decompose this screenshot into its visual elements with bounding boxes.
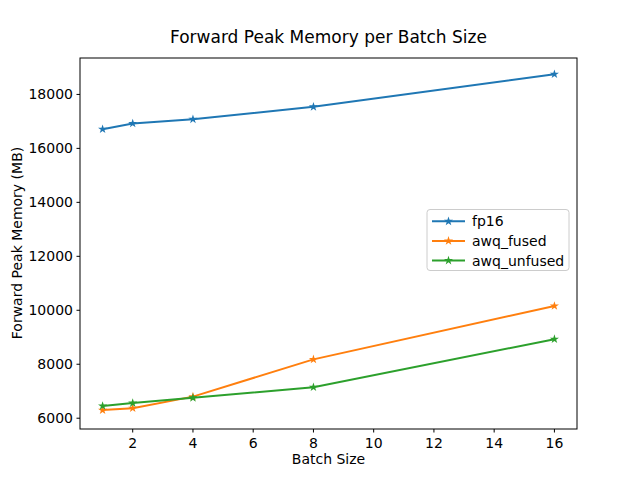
y-tick-label: 8000 xyxy=(37,356,73,372)
x-tick-label: 14 xyxy=(485,435,503,451)
x-tick-label: 12 xyxy=(425,435,443,451)
legend-label-fp16: fp16 xyxy=(472,213,504,229)
y-tick-label: 18000 xyxy=(28,86,73,102)
y-tick-label: 12000 xyxy=(28,248,73,264)
y-tick-label: 10000 xyxy=(28,302,73,318)
x-tick-label: 2 xyxy=(128,435,137,451)
y-tick-label: 14000 xyxy=(28,194,73,210)
figure: Forward Peak Memory per Batch Size Forwa… xyxy=(0,0,640,480)
x-tick-label: 16 xyxy=(545,435,563,451)
legend-label-awq_fused: awq_fused xyxy=(472,233,547,249)
series-line-awq_fused xyxy=(103,306,555,410)
x-tick-label: 6 xyxy=(249,435,258,451)
series-line-fp16 xyxy=(103,74,555,129)
marker-awq_fused xyxy=(550,301,559,310)
x-tick-label: 8 xyxy=(309,435,318,451)
legend-label-awq_unfused: awq_unfused xyxy=(472,253,564,269)
x-tick-label: 10 xyxy=(365,435,383,451)
x-tick-label: 4 xyxy=(188,435,197,451)
y-tick-label: 6000 xyxy=(37,410,73,426)
plot-area: 2 4 6 8 10 12 14 16 6000 8000 10000 12000 14000 16000… xyxy=(0,0,640,480)
marker-awq_unfused xyxy=(550,334,559,343)
y-tick-label: 16000 xyxy=(28,140,73,156)
series-line-awq_unfused xyxy=(103,339,555,406)
